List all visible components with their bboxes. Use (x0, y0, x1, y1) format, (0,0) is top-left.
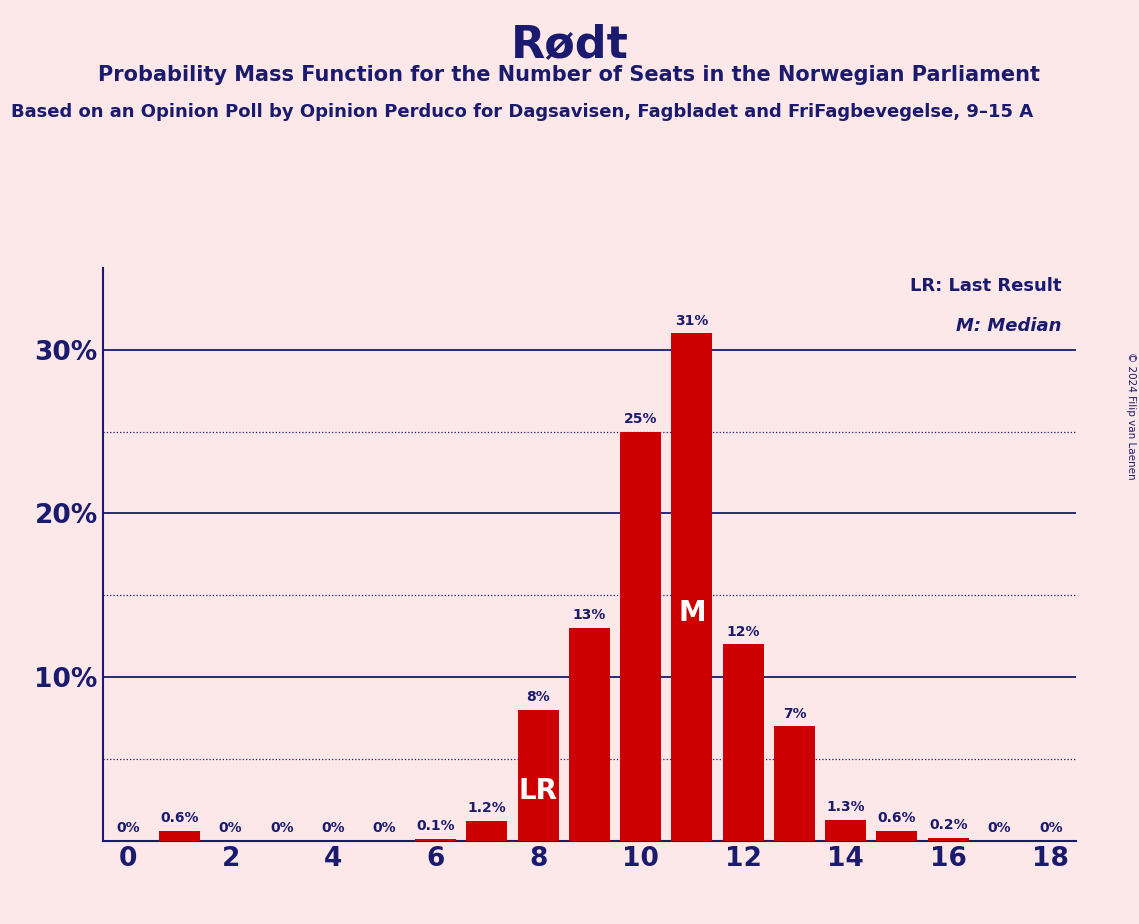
Bar (620, 432, 661, 841)
Text: LR: Last Result: LR: Last Result (910, 276, 1062, 295)
Bar (722, 644, 763, 841)
Bar (158, 831, 199, 841)
Text: 0%: 0% (988, 821, 1011, 835)
Text: Rødt: Rødt (510, 23, 629, 67)
Text: 13%: 13% (573, 608, 606, 623)
Text: 0.1%: 0.1% (417, 820, 454, 833)
Bar (467, 821, 507, 841)
Text: 0%: 0% (219, 821, 243, 835)
Text: 0%: 0% (116, 821, 140, 835)
Text: 1.3%: 1.3% (827, 800, 865, 814)
Text: 0.6%: 0.6% (878, 811, 916, 825)
Text: 0%: 0% (270, 821, 294, 835)
Text: 25%: 25% (624, 412, 657, 426)
Text: 0%: 0% (372, 821, 396, 835)
Text: Probability Mass Function for the Number of Seats in the Norwegian Parliament: Probability Mass Function for the Number… (98, 65, 1041, 85)
Text: © 2024 Filip van Laenen: © 2024 Filip van Laenen (1126, 352, 1136, 480)
Text: 0%: 0% (321, 821, 345, 835)
Bar (877, 831, 918, 841)
Bar (671, 334, 713, 841)
Text: 0.2%: 0.2% (929, 818, 967, 832)
Text: 1.2%: 1.2% (467, 801, 507, 816)
Text: 0%: 0% (1039, 821, 1063, 835)
Bar (517, 710, 558, 841)
Text: 7%: 7% (782, 707, 806, 721)
Text: M: Median: M: Median (957, 317, 1062, 334)
Bar (825, 820, 866, 841)
Text: LR: LR (518, 777, 558, 805)
Text: 31%: 31% (675, 314, 708, 328)
Text: 8%: 8% (526, 690, 550, 704)
Bar (773, 726, 814, 841)
Bar (415, 839, 456, 841)
Bar (568, 628, 611, 841)
Text: 0.6%: 0.6% (161, 811, 198, 825)
Text: M: M (678, 599, 706, 626)
Text: Based on an Opinion Poll by Opinion Perduco for Dagsavisen, Fagbladet and FriFag: Based on an Opinion Poll by Opinion Perd… (11, 103, 1033, 121)
Text: 12%: 12% (727, 625, 760, 638)
Bar (927, 837, 968, 841)
